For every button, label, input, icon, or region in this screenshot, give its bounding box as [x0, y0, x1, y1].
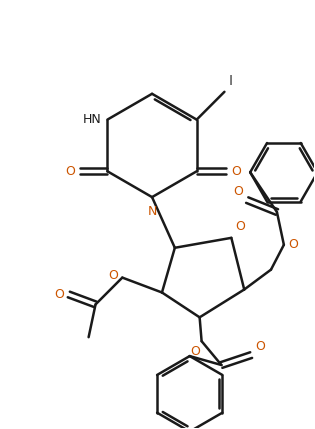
Text: O: O	[190, 345, 200, 358]
Text: O: O	[232, 165, 241, 178]
Text: N: N	[147, 205, 157, 218]
Text: O: O	[108, 269, 118, 282]
Text: I: I	[228, 74, 232, 88]
Text: O: O	[288, 238, 298, 251]
Text: O: O	[233, 185, 243, 198]
Text: HN: HN	[83, 113, 101, 126]
Text: O: O	[235, 220, 245, 233]
Text: O: O	[54, 288, 64, 301]
Text: O: O	[255, 340, 265, 353]
Text: O: O	[65, 165, 75, 178]
